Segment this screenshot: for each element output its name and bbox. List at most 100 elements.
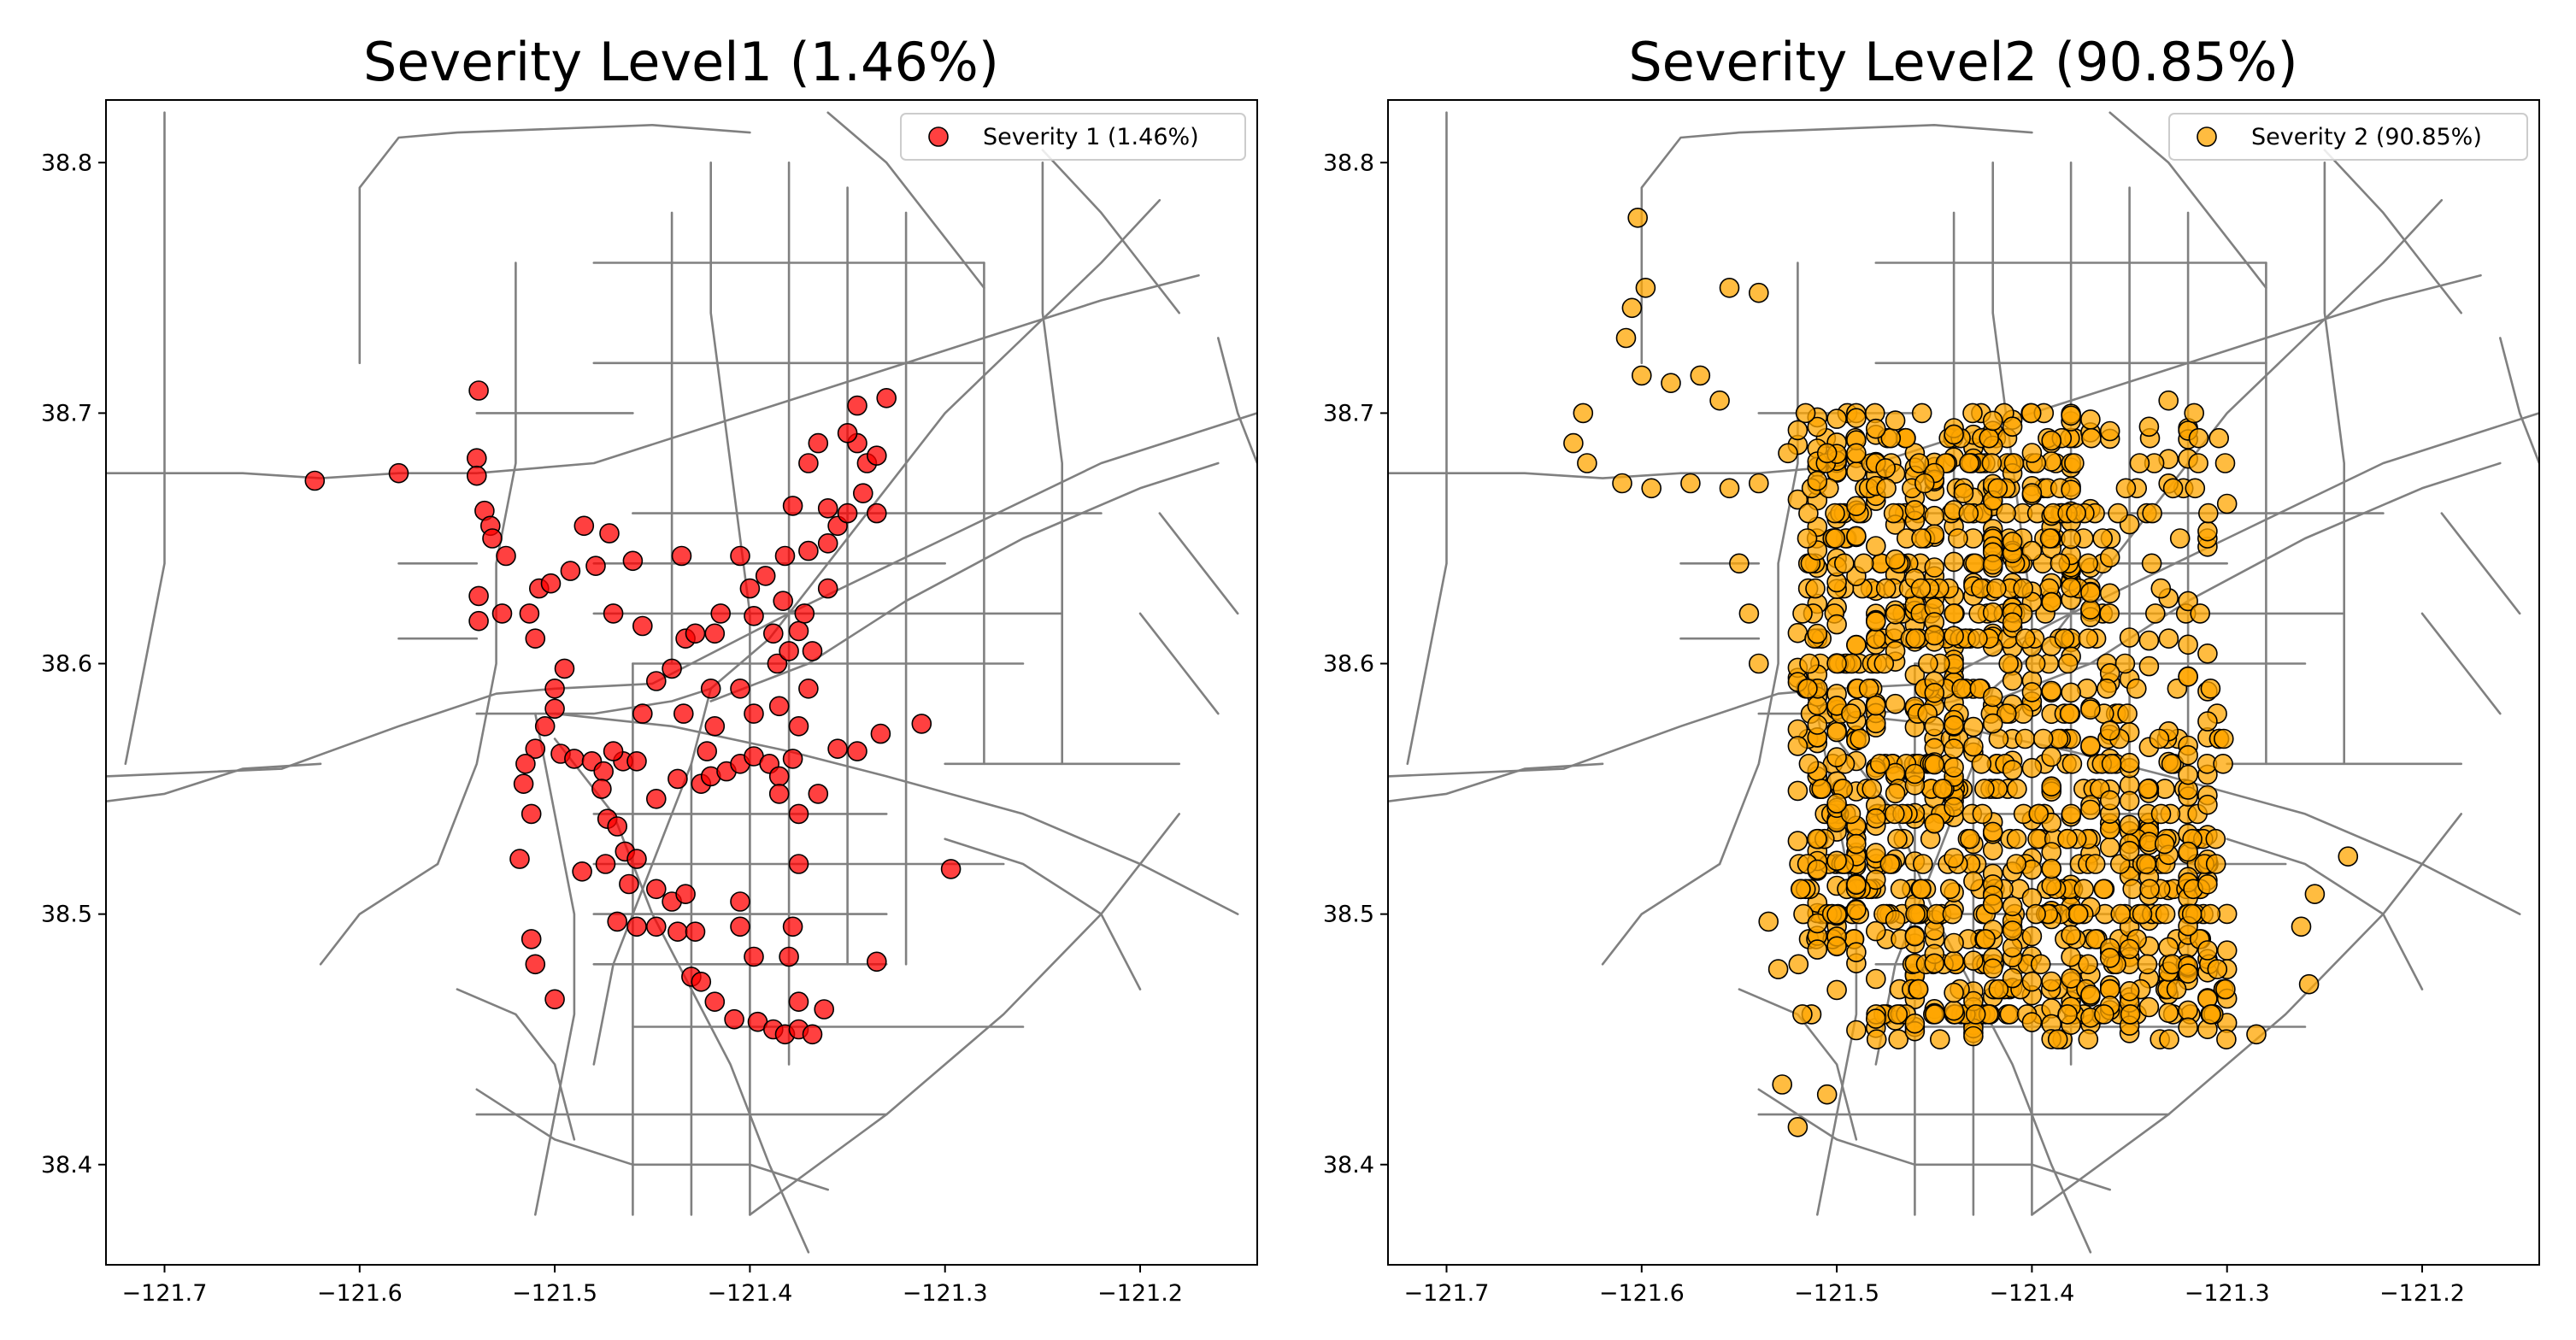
data-point — [1846, 526, 1867, 547]
data-point — [2216, 493, 2238, 514]
data-point — [1932, 779, 1953, 799]
data-point — [768, 784, 790, 804]
data-point — [2085, 854, 2106, 874]
data-point — [827, 738, 848, 760]
panel-2-y-axis: 38.4 38.5 38.6 38.7 38.8 — [1323, 150, 1388, 1178]
data-point — [1948, 528, 1968, 549]
data-point — [1982, 958, 2003, 979]
data-point — [2014, 728, 2036, 749]
data-point — [1690, 365, 1711, 386]
data-point — [1778, 443, 1798, 464]
data-point — [1797, 528, 1818, 549]
data-point — [798, 540, 819, 561]
data-point — [1563, 432, 1584, 454]
data-point — [1807, 623, 1828, 644]
data-point — [603, 603, 624, 624]
data-point — [1738, 603, 1760, 624]
data-point — [1924, 953, 1945, 974]
data-point — [2061, 803, 2082, 825]
data-point — [1908, 453, 1930, 473]
data-point — [788, 991, 809, 1012]
data-point — [876, 387, 897, 408]
data-point — [2002, 937, 2023, 958]
data-point — [1904, 500, 1926, 520]
data-point — [1965, 1004, 1986, 1025]
panel-1-x-axis: −121.7 −121.6 −121.5 −121.4 −121.3 −121.2 — [122, 1265, 1183, 1307]
data-point — [2021, 971, 2043, 992]
data-point — [1834, 553, 1855, 574]
data-point — [1826, 979, 1847, 1001]
data-point — [1879, 854, 1901, 874]
data-point — [1944, 714, 1964, 736]
data-point — [744, 605, 764, 626]
data-point — [1846, 496, 1867, 517]
data-point — [782, 749, 803, 769]
data-point — [2197, 643, 2218, 664]
data-point — [2119, 840, 2140, 861]
data-point — [2099, 837, 2120, 858]
road-line — [2499, 337, 2539, 465]
data-point — [1911, 879, 1932, 900]
data-point — [1816, 1084, 1838, 1105]
x-tick-label: −121.7 — [1404, 1280, 1490, 1307]
data-point — [2080, 409, 2101, 430]
data-point — [2178, 744, 2198, 766]
data-point — [2214, 728, 2234, 749]
data-point — [1866, 843, 1886, 863]
data-point — [1987, 478, 2008, 499]
data-point — [817, 532, 838, 554]
data-point — [2025, 653, 2046, 674]
data-point — [2142, 502, 2162, 524]
data-point — [2115, 478, 2137, 499]
data-point — [1846, 408, 1867, 429]
data-point — [491, 603, 513, 624]
data-point — [2028, 803, 2049, 825]
data-point — [2129, 453, 2150, 473]
x-tick-label: −121.5 — [1794, 1280, 1879, 1307]
data-point — [2119, 981, 2140, 1002]
data-point — [1885, 549, 1906, 570]
data-point — [1787, 736, 1808, 756]
data-point — [867, 951, 887, 973]
data-point — [466, 448, 487, 469]
data-point — [1944, 1000, 1964, 1021]
data-point — [808, 432, 829, 454]
data-point — [2150, 578, 2172, 599]
data-point — [2013, 578, 2033, 599]
data-point — [2041, 680, 2061, 702]
data-point — [1999, 1004, 2020, 1025]
data-point — [1826, 904, 1847, 925]
road-line — [1158, 512, 1239, 615]
data-point — [1577, 453, 1597, 473]
data-point — [1930, 1029, 1950, 1049]
data-point — [564, 749, 585, 769]
data-point — [2158, 390, 2179, 411]
data-point — [1962, 403, 1983, 424]
data-point — [1792, 603, 1813, 624]
road-line — [1388, 412, 2539, 778]
data-point — [2132, 903, 2153, 925]
data-point — [817, 578, 838, 599]
data-point — [1719, 478, 1740, 499]
data-point — [2080, 599, 2101, 620]
data-point — [2099, 948, 2120, 968]
severity-2-panel: Severity Level2 (90.85%) −121.7 −121.6 −12… — [1323, 31, 2540, 1307]
data-point — [744, 946, 764, 967]
data-point — [2304, 884, 2326, 904]
data-point — [632, 615, 653, 637]
data-point — [2032, 728, 2054, 749]
data-point — [2002, 896, 2023, 917]
data-point — [867, 502, 887, 524]
data-point — [544, 698, 565, 720]
data-point — [2003, 453, 2025, 473]
data-point — [940, 859, 962, 879]
data-point — [1885, 693, 1906, 714]
data-point — [1866, 1008, 1886, 1029]
data-point — [2216, 940, 2238, 961]
data-point — [1885, 410, 1906, 431]
road-line — [475, 1088, 830, 1191]
data-point — [2137, 954, 2158, 975]
data-point — [2108, 502, 2128, 524]
road-line — [475, 687, 713, 715]
data-point — [798, 678, 819, 699]
